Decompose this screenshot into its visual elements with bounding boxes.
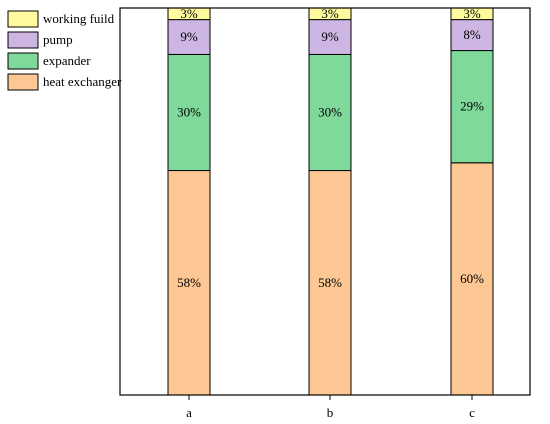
legend-label-1: pump xyxy=(43,32,73,47)
bar-c-segment-2 xyxy=(450,19,494,52)
legend-swatch-0 xyxy=(7,10,39,28)
bar-a-segment-0 xyxy=(167,170,211,396)
plot-frame xyxy=(119,7,531,396)
data-label-a-0: 58% xyxy=(177,275,201,290)
data-label-c-3: 3% xyxy=(463,6,481,21)
data-label-a-1: 30% xyxy=(177,104,201,119)
data-label-a-3: 3% xyxy=(180,6,198,21)
legend-label-3: heat exchanger xyxy=(43,74,122,89)
data-label-a-2: 9% xyxy=(180,29,198,44)
legend-swatch-3 xyxy=(7,73,39,91)
x-tick-label-c: c xyxy=(469,405,475,420)
data-label-c-2: 8% xyxy=(463,27,481,42)
legend-swatch-1 xyxy=(7,31,39,49)
data-label-b-1: 30% xyxy=(318,104,342,119)
x-tick-label-b: b xyxy=(327,405,334,420)
bar-b-segment-0 xyxy=(308,170,352,396)
data-label-c-1: 29% xyxy=(460,99,484,114)
legend-label-2: expander xyxy=(43,53,91,68)
data-label-c-0: 60% xyxy=(460,271,484,286)
data-label-b-2: 9% xyxy=(321,29,339,44)
bar-a-segment-1 xyxy=(167,53,211,172)
bar-c-segment-1 xyxy=(450,50,494,164)
bar-b-segment-2 xyxy=(308,19,352,55)
data-label-b-0: 58% xyxy=(318,275,342,290)
x-tick-label-a: a xyxy=(186,405,192,420)
legend-swatch-2 xyxy=(7,52,39,70)
legend-label-0: working fuild xyxy=(43,11,115,26)
data-label-b-3: 3% xyxy=(321,6,339,21)
